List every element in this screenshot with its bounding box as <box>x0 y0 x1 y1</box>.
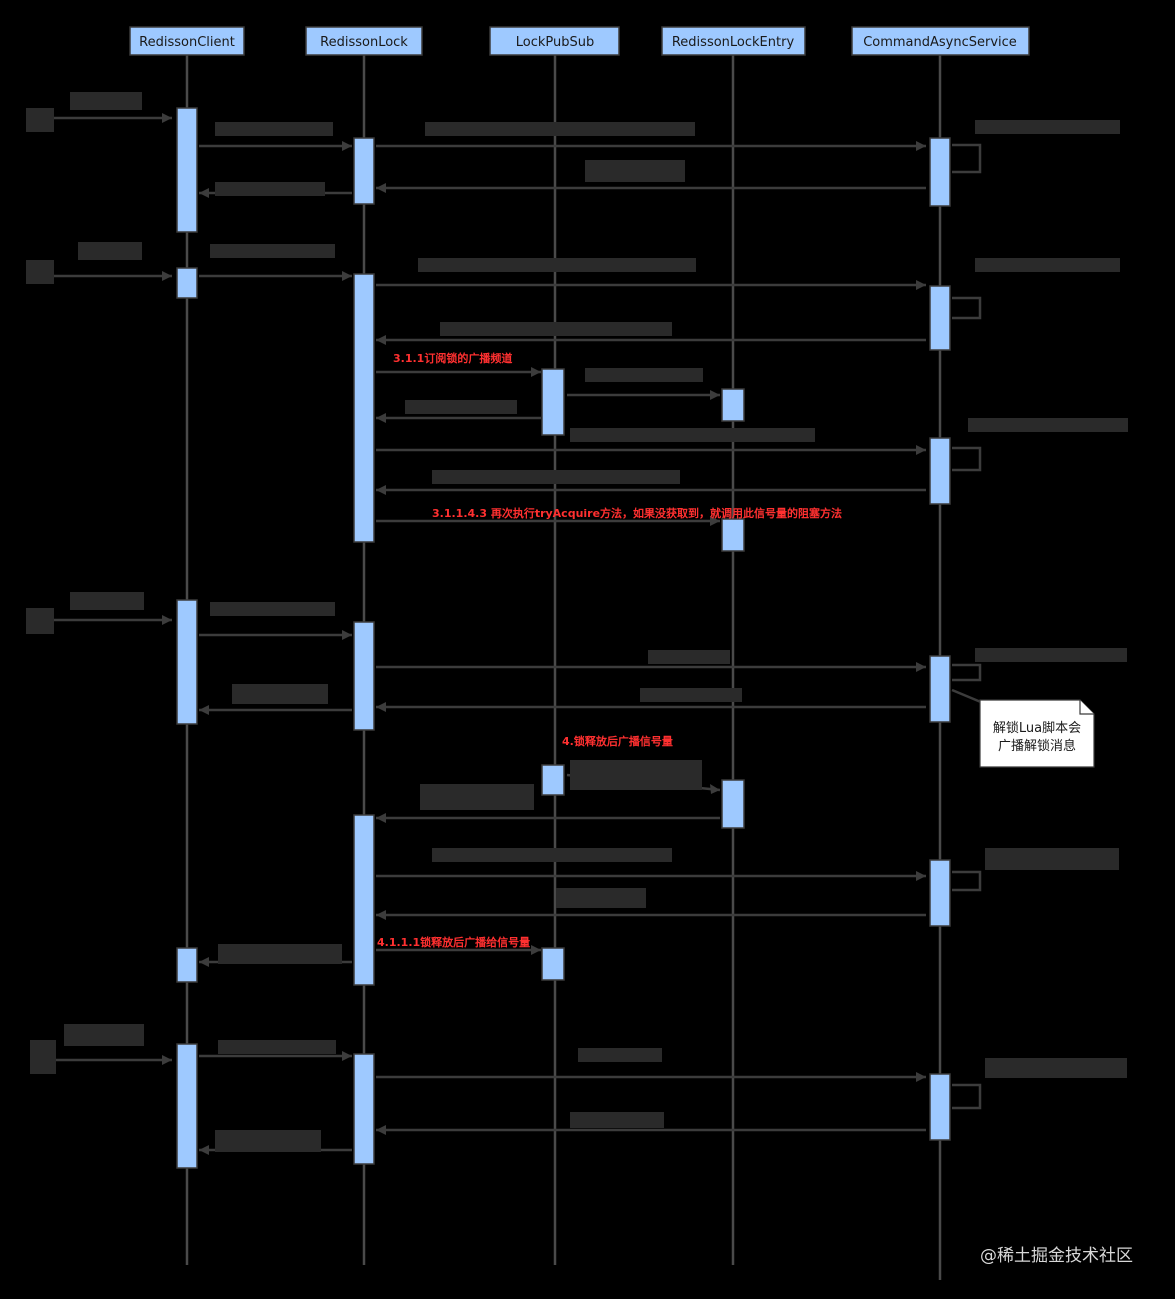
red-label-release-broadcast: 4.锁释放后广播信号量 <box>562 734 673 748</box>
participant-label: RedissonClient <box>139 35 235 50</box>
red-label-release-signal: 4.1.1.1锁释放后广播给信号量 <box>377 935 530 949</box>
activation-bar <box>176 947 198 983</box>
activation-bar <box>541 764 565 796</box>
activation-bar <box>929 655 951 723</box>
watermark: @稀土掘金技术社区 <box>980 1246 1133 1266</box>
activation-bar <box>176 267 198 299</box>
activation-bar <box>721 779 745 829</box>
participant-label: RedissonLock <box>320 35 408 50</box>
participant-lock-pub-sub: LockPubSub <box>489 26 620 56</box>
activation-bar <box>541 947 565 981</box>
activation-bar <box>353 273 375 543</box>
participant-redisson-client: RedissonClient <box>129 26 245 56</box>
activation-bar <box>929 137 951 207</box>
activation-bar <box>721 388 745 422</box>
participant-redisson-lock-entry: RedissonLockEntry <box>661 26 806 56</box>
activation-bar <box>353 137 375 205</box>
activation-bar <box>929 859 951 927</box>
activation-bar <box>353 621 375 731</box>
participant-redisson-lock: RedissonLock <box>305 26 423 56</box>
activation-bar <box>929 1073 951 1141</box>
activation-bar <box>721 518 745 552</box>
note-line: 广播解锁消息 <box>998 738 1076 754</box>
activation-bar <box>176 599 198 725</box>
note-unlock-lua: 解锁Lua脚本会 广播解锁消息 <box>979 699 1095 768</box>
activation-bar <box>353 1053 375 1165</box>
participant-command-async-service: CommandAsyncService <box>851 26 1030 56</box>
red-label-retry: 3.1.1.4.3 再次执行tryAcquire方法，如果没获取到，就调用此信号… <box>432 506 842 520</box>
activation-bar <box>929 285 951 351</box>
activation-bar <box>176 107 198 233</box>
activation-bar <box>353 814 375 986</box>
participant-label: LockPubSub <box>516 35 595 50</box>
note-line: 解锁Lua脚本会 <box>993 720 1081 736</box>
activation-bar <box>176 1043 198 1169</box>
participant-label: CommandAsyncService <box>863 35 1017 50</box>
activation-bar <box>541 368 565 436</box>
red-label-subscribe: 3.1.1订阅锁的广播频道 <box>393 351 512 365</box>
participant-label: RedissonLockEntry <box>672 35 795 50</box>
activation-bar <box>929 437 951 505</box>
